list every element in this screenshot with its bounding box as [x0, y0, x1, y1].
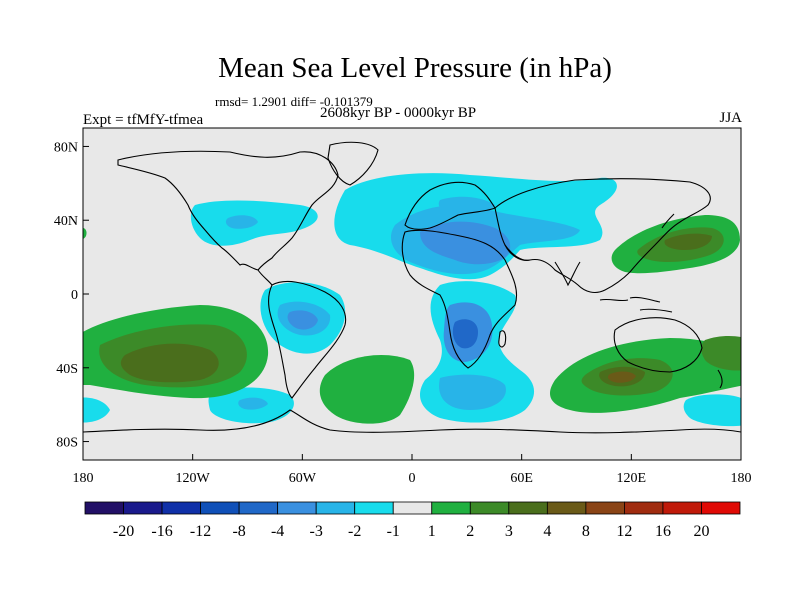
colorbar-swatch-16: [701, 501, 741, 515]
colorbar-label-8: 1: [428, 523, 436, 540]
colorbar-label-0: -20: [113, 523, 134, 540]
coast-se-asia-islands: [599, 296, 673, 313]
map-title: Mean Sea Level Pressure (in hPa): [218, 52, 612, 84]
colorbar-swatch-5: [277, 501, 317, 515]
y-tick-label-4: 80S: [56, 436, 78, 451]
colorbar-swatch-6: [315, 501, 356, 515]
anomaly-samerica-minus3: [287, 310, 318, 330]
coastlines: [83, 141, 741, 434]
coast-india: [554, 261, 581, 287]
experiment-label: Expt = tfMfY-tfmea: [83, 112, 204, 128]
anomaly-namerica-minus2: [225, 215, 258, 229]
coast-antarctica: [83, 409, 741, 434]
colorbar-swatch-1: [123, 501, 163, 515]
colorbar-label-12: 8: [582, 523, 590, 540]
anomaly-spacific-plus4: [120, 343, 219, 383]
coast-africa: [401, 229, 518, 369]
coast-japan: [661, 213, 675, 229]
coast-asia: [494, 178, 711, 294]
x-tick-label-2: 60W: [289, 471, 317, 486]
anomaly-field: [83, 173, 741, 427]
colorbar-label-11: 4: [543, 523, 551, 540]
y-tick-label-1: 40N: [54, 214, 78, 229]
axis-ticks: 180 120W 60W 0 60E 120E 180 80N 40N 0 40S 80S: [54, 140, 752, 486]
colorbar-label-7: -1: [387, 523, 400, 540]
coast-north-america: [117, 150, 339, 271]
colorbar-label-14: 16: [655, 523, 671, 540]
anomaly-eastedge-plus3: [701, 335, 741, 371]
coast-arabia: [504, 244, 531, 261]
y-tick-label-0: 80N: [54, 140, 78, 155]
x-tick-label-6: 180: [731, 471, 752, 486]
coast-central-america: [257, 269, 273, 286]
colorbar-swatch-8: [392, 501, 433, 515]
x-tick-label-5: 120E: [617, 471, 647, 486]
x-tick-label-0: 180: [73, 471, 94, 486]
anomaly-sindian-minus2: [439, 374, 506, 410]
colorbar-swatch-9: [431, 501, 471, 515]
colorbar-label-1: -16: [151, 523, 172, 540]
colorbar-label-15: 20: [693, 523, 709, 540]
colorbar-swatch-15: [662, 501, 702, 515]
colorbar-swatch-0: [84, 501, 124, 515]
anomaly-west-edge-minus1: [83, 397, 110, 423]
colorbar-swatch-14: [624, 501, 664, 515]
colorbar-swatch-10: [469, 501, 510, 515]
x-tick-label-1: 120W: [176, 471, 211, 486]
x-tick-label-3: 0: [409, 471, 416, 486]
colorbar-swatch-11: [508, 501, 548, 515]
anomaly-nwpacific-plus4: [664, 233, 712, 250]
coast-madagascar: [498, 330, 507, 348]
x-tick-label-4: 60E: [510, 471, 533, 486]
y-tick-label-3: 40S: [56, 362, 78, 377]
colorbar-label-3: -8: [232, 523, 245, 540]
anomaly-sindian-plus8: [607, 371, 636, 383]
anomaly-southpacific-edge-minus1: [683, 394, 741, 427]
stats-line: rmsd= 1.2901 diff= -0.101379: [215, 94, 373, 109]
colorbar-swatch-7: [354, 501, 394, 515]
coast-south-america: [268, 280, 347, 399]
colorbar-label-6: -2: [348, 523, 361, 540]
colorbar-label-5: -3: [310, 523, 323, 540]
coast-new-zealand: [717, 369, 723, 389]
colorbar-label-9: 2: [466, 523, 474, 540]
colorbar-swatch-12: [546, 501, 587, 515]
colorbar-label-10: 3: [505, 523, 513, 540]
coast-greenland: [327, 141, 379, 186]
anomaly-satlantic-plus2: [319, 355, 415, 424]
colorbar-swatch-3: [200, 501, 240, 515]
anomaly-westedge-plus2: [83, 227, 87, 239]
anomaly-safrica-minus4: [452, 319, 478, 349]
coast-australia: [613, 317, 703, 373]
colorbar-label-4: -4: [271, 523, 284, 540]
season-label: JJA: [719, 110, 742, 126]
anomaly-sepacific-minus2: [238, 397, 268, 410]
colorbar-label-2: -12: [190, 523, 211, 540]
colorbar-swatch-4: [238, 501, 279, 515]
colorbar: -20 -16 -12 -8 -4 -3 -2 -1 1 2 3 4 8 12 16 20: [84, 501, 741, 540]
colorbar-swatch-2: [161, 501, 201, 515]
colorbar-label-13: 12: [616, 523, 632, 540]
y-tick-label-2: 0: [71, 288, 78, 303]
period-label: 2608kyr BP - 0000kyr BP: [320, 105, 477, 121]
colorbar-swatch-13: [585, 501, 625, 515]
